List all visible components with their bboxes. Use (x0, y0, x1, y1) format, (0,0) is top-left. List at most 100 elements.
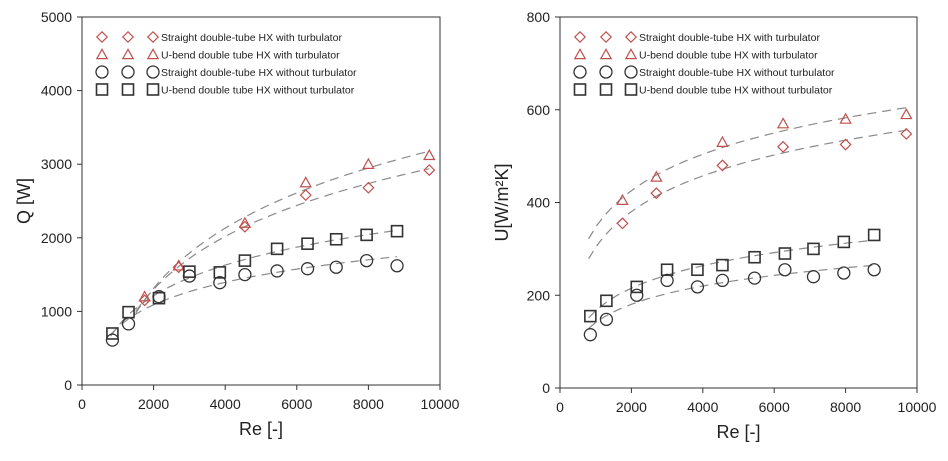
x-tick-label: 10000 (898, 399, 937, 415)
data-point (616, 217, 629, 230)
data-point (599, 312, 614, 327)
data-point (776, 117, 790, 129)
y-tick-label: 600 (527, 102, 551, 118)
data-point (837, 266, 851, 280)
data-point (172, 259, 185, 271)
triangle-icon (624, 48, 638, 60)
y-tick-label: 0 (64, 377, 72, 393)
series-3 (106, 224, 404, 340)
data-point (172, 261, 185, 274)
square-icon (624, 83, 638, 96)
data-point (600, 294, 613, 308)
y-tick-label: 800 (527, 9, 551, 25)
diamond-icon (599, 30, 613, 44)
data-point (690, 280, 705, 294)
circle-icon (146, 65, 160, 79)
data-point (691, 263, 704, 277)
data-point (778, 263, 792, 277)
data-point (807, 242, 820, 256)
diamond-icon (573, 30, 587, 44)
data-point (778, 247, 792, 260)
data-point (238, 267, 252, 282)
fit-line (135, 168, 430, 312)
x-tick-label: 6000 (281, 396, 312, 412)
series-2 (583, 263, 881, 342)
x-tick-label: 2000 (138, 396, 169, 412)
legend-label: U-bend double tube HX with turbulator (639, 50, 818, 62)
series-1 (138, 148, 436, 302)
series-2 (105, 253, 404, 347)
data-point (238, 216, 252, 228)
circle-icon (573, 65, 587, 79)
data-point (301, 237, 314, 250)
fit-line (110, 256, 398, 336)
data-point (423, 148, 436, 161)
data-point (270, 242, 284, 256)
overall-coefficient-chart: 0 2000 4000 6000 8000 10000 0 200 400 600 800 Re [-… (492, 9, 937, 442)
data-point (716, 135, 729, 147)
data-point (584, 309, 597, 323)
x-tick-label: 4000 (687, 399, 718, 415)
square-icon (146, 83, 160, 96)
y-tick-label: 3000 (41, 156, 72, 172)
y-tick-label: 1000 (41, 303, 72, 319)
legend-label: Straight double-tube HX with turbulator (639, 32, 820, 44)
data-point (806, 270, 821, 284)
y-tick-label: 200 (527, 287, 551, 303)
data-point (329, 260, 343, 274)
data-point (630, 288, 644, 302)
legend-label: Straight double-tube HX without turbulat… (161, 67, 357, 79)
data-point (650, 170, 663, 182)
triangle-icon (573, 48, 587, 60)
data-point (837, 235, 851, 249)
data-point (660, 273, 674, 288)
circle-icon (95, 65, 109, 79)
data-point (423, 164, 436, 177)
fit-line (588, 107, 907, 240)
data-point (716, 258, 729, 272)
data-point (867, 263, 881, 277)
data-point (715, 273, 730, 288)
series-0 (138, 164, 436, 307)
series-0 (616, 127, 913, 230)
data-point (650, 187, 663, 200)
data-point (583, 328, 597, 342)
diamond-icon (624, 30, 638, 44)
data-point (121, 317, 136, 331)
data-point (238, 254, 252, 267)
fit-line (588, 129, 907, 260)
diamond-icon (146, 30, 160, 44)
data-point (900, 127, 913, 140)
triangle-icon (95, 48, 109, 60)
data-point (138, 290, 151, 302)
triangle-icon (121, 48, 135, 60)
diamond-icon (95, 30, 109, 44)
legend-label: Straight double-tube HX with turbulator (161, 32, 342, 44)
data-point (106, 327, 119, 340)
x-axis-title: Re [-] (239, 419, 283, 439)
data-point (183, 265, 196, 278)
data-point (630, 280, 644, 294)
data-point (660, 263, 674, 277)
square-icon (121, 83, 135, 96)
series-3 (584, 228, 881, 323)
x-axis-title: Re [-] (716, 422, 760, 442)
data-point (777, 140, 790, 153)
x-tick-label: 8000 (830, 399, 861, 415)
data-point (716, 159, 729, 172)
diamond-icon (121, 30, 135, 44)
data-point (329, 232, 343, 246)
x-tick-label: 2000 (616, 399, 647, 415)
y-tick-label: 0 (542, 380, 550, 396)
data-point (360, 228, 373, 242)
data-point (182, 269, 197, 283)
data-point (747, 271, 762, 285)
data-point (152, 291, 166, 305)
x-tick-label: 10000 (421, 396, 460, 412)
data-point (213, 266, 227, 279)
circle-icon (624, 65, 638, 79)
data-point (362, 181, 375, 194)
circle-icon (599, 65, 613, 79)
